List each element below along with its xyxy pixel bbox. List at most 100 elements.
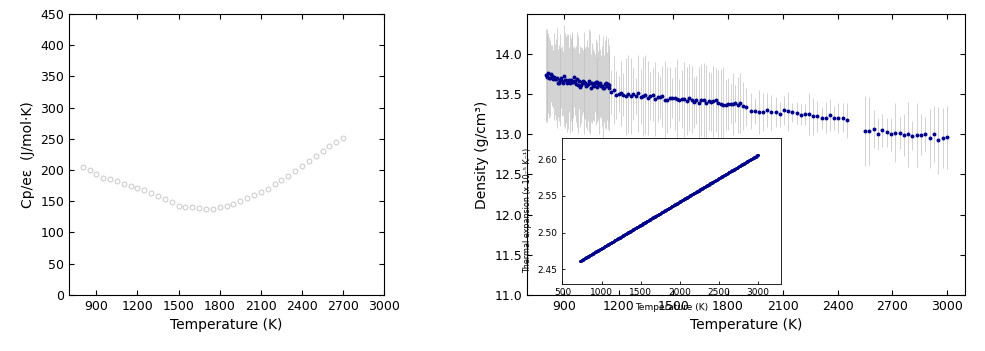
Point <box>759 107 775 113</box>
X-axis label: Temperature (K): Temperature (K) <box>170 318 283 332</box>
Point <box>672 98 688 103</box>
Point <box>935 135 951 141</box>
Point <box>896 132 912 138</box>
Point <box>939 135 954 140</box>
Point <box>913 132 929 138</box>
Point <box>879 130 894 135</box>
Point <box>875 127 890 133</box>
Point <box>598 80 614 85</box>
Point <box>557 73 572 79</box>
Point <box>590 84 606 90</box>
Point <box>776 108 792 113</box>
Point <box>543 75 558 81</box>
Point <box>558 77 574 82</box>
Point <box>647 97 663 102</box>
Point <box>826 115 842 120</box>
Point <box>581 78 597 84</box>
Point <box>733 100 749 106</box>
Point <box>667 95 683 101</box>
Point <box>689 97 704 103</box>
Point <box>568 81 584 87</box>
Point <box>728 101 744 106</box>
Point <box>606 87 622 93</box>
Point <box>918 131 934 137</box>
Point <box>579 82 595 87</box>
Point <box>541 71 557 76</box>
Point <box>616 92 631 97</box>
Point <box>763 110 779 115</box>
Point <box>546 74 561 79</box>
Point <box>548 77 563 82</box>
Point <box>797 112 813 117</box>
Point <box>662 95 678 100</box>
Point <box>560 77 576 83</box>
Point <box>573 82 589 88</box>
Point <box>542 75 558 81</box>
Point <box>682 95 697 100</box>
Point <box>589 79 605 85</box>
Point <box>693 98 709 103</box>
Point <box>755 109 771 115</box>
Point <box>891 131 907 136</box>
Point <box>593 84 609 89</box>
Point <box>559 79 575 84</box>
Point <box>585 82 601 88</box>
Point <box>580 81 596 87</box>
Point <box>772 112 788 117</box>
Point <box>559 80 575 86</box>
Point <box>545 73 560 79</box>
Point <box>691 100 707 105</box>
Point <box>582 80 598 85</box>
Point <box>674 96 689 102</box>
Point <box>870 131 886 137</box>
Point <box>739 104 755 110</box>
Point <box>575 78 591 83</box>
Point <box>684 97 699 102</box>
Point <box>574 79 590 85</box>
Point <box>540 73 556 78</box>
Point <box>789 111 805 116</box>
Point <box>545 76 560 82</box>
Point <box>552 77 567 83</box>
Y-axis label: Density (g/cm³): Density (g/cm³) <box>475 100 490 208</box>
Point <box>591 81 607 87</box>
Point <box>561 80 577 86</box>
Point <box>767 109 783 115</box>
Point <box>601 82 617 88</box>
Point <box>698 100 714 106</box>
Point <box>596 86 612 91</box>
Point <box>623 93 638 99</box>
Point <box>687 100 702 105</box>
Point <box>583 85 599 91</box>
Point <box>637 92 653 98</box>
Point <box>551 80 566 86</box>
Point <box>883 132 898 137</box>
Point <box>575 79 591 85</box>
Point <box>627 93 643 99</box>
Point <box>677 97 692 102</box>
Point <box>613 91 628 96</box>
Point <box>710 101 726 106</box>
Point <box>922 135 938 141</box>
Point <box>700 98 716 104</box>
Point <box>553 79 568 84</box>
Point <box>555 79 570 84</box>
Point <box>723 101 739 106</box>
Point <box>588 79 604 85</box>
Point <box>839 117 855 123</box>
Point <box>558 77 573 83</box>
Point <box>926 131 942 137</box>
Point <box>570 82 586 87</box>
Point <box>814 115 829 121</box>
Point <box>652 94 668 100</box>
Point <box>547 77 562 82</box>
Point <box>642 93 658 99</box>
Point <box>657 97 673 102</box>
Point <box>618 93 633 99</box>
Point <box>550 80 565 86</box>
Point <box>625 91 641 97</box>
Point <box>654 94 670 99</box>
Point <box>597 81 613 87</box>
Point <box>834 115 850 120</box>
Point <box>708 97 724 103</box>
